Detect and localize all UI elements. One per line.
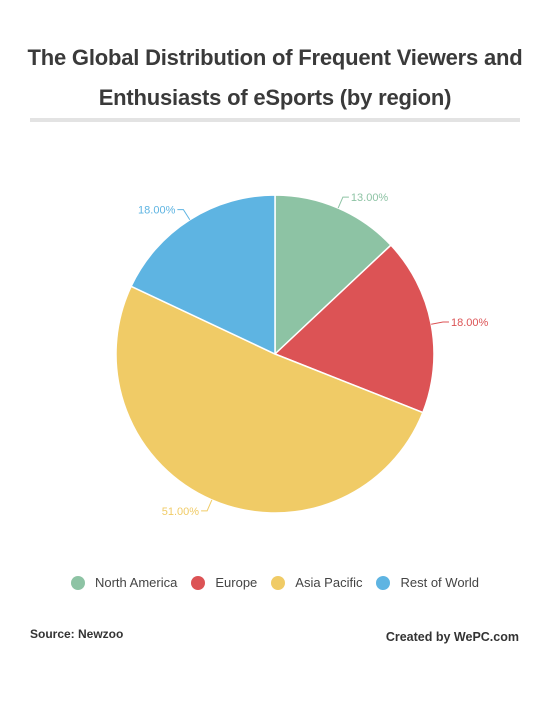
legend-item-asia-pacific: Asia Pacific	[271, 575, 362, 590]
leader-line-rest-of-world	[177, 209, 191, 221]
chart-title-line-2: Enthusiasts of eSports (by region)	[98, 85, 452, 110]
data-label-asia-pacific: 51.00%	[162, 506, 200, 518]
data-label-north-america: 13.00%	[351, 192, 389, 204]
title-divider	[30, 118, 520, 122]
credit-note: Created by WePC.com	[385, 630, 519, 644]
leader-line-asia-pacific	[201, 499, 213, 512]
legend-swatch-north-america	[70, 575, 85, 590]
legend-item-rest-of-world: Rest of World	[376, 575, 479, 590]
legend: North America Europe Asia Pacific Rest o…	[0, 575, 550, 590]
legend-item-europe: Europe	[191, 575, 257, 590]
pie-slice-north-america	[274, 194, 392, 356]
legend-swatch-rest-of-world	[376, 575, 391, 590]
data-label-europe: 18.00%	[451, 317, 489, 329]
pie-chart: 13.00% 18.00% 51.00% 18.00%	[115, 192, 489, 518]
legend-label-north-america: North America	[94, 575, 178, 590]
leader-line-europe	[431, 321, 449, 325]
pie-slice-europe	[273, 244, 435, 414]
source-note: Source: Newzoo	[30, 627, 124, 641]
chart-title-line-1: The Global Distribution of Frequent View…	[27, 45, 523, 70]
legend-label-asia-pacific: Asia Pacific	[295, 575, 363, 590]
legend-label-europe: Europe	[215, 575, 258, 590]
legend-label-rest-of-world: Rest of World	[400, 575, 479, 590]
chart-title: The Global Distribution of Frequent View…	[25, 38, 525, 118]
legend-swatch-asia-pacific	[271, 575, 286, 590]
pie-slice-asia-pacific	[115, 285, 424, 514]
legend-item-north-america: North America	[70, 575, 178, 590]
legend-swatch-europe	[191, 575, 206, 590]
data-label-rest-of-world: 18.00%	[138, 205, 176, 217]
leader-line-north-america	[337, 196, 349, 209]
